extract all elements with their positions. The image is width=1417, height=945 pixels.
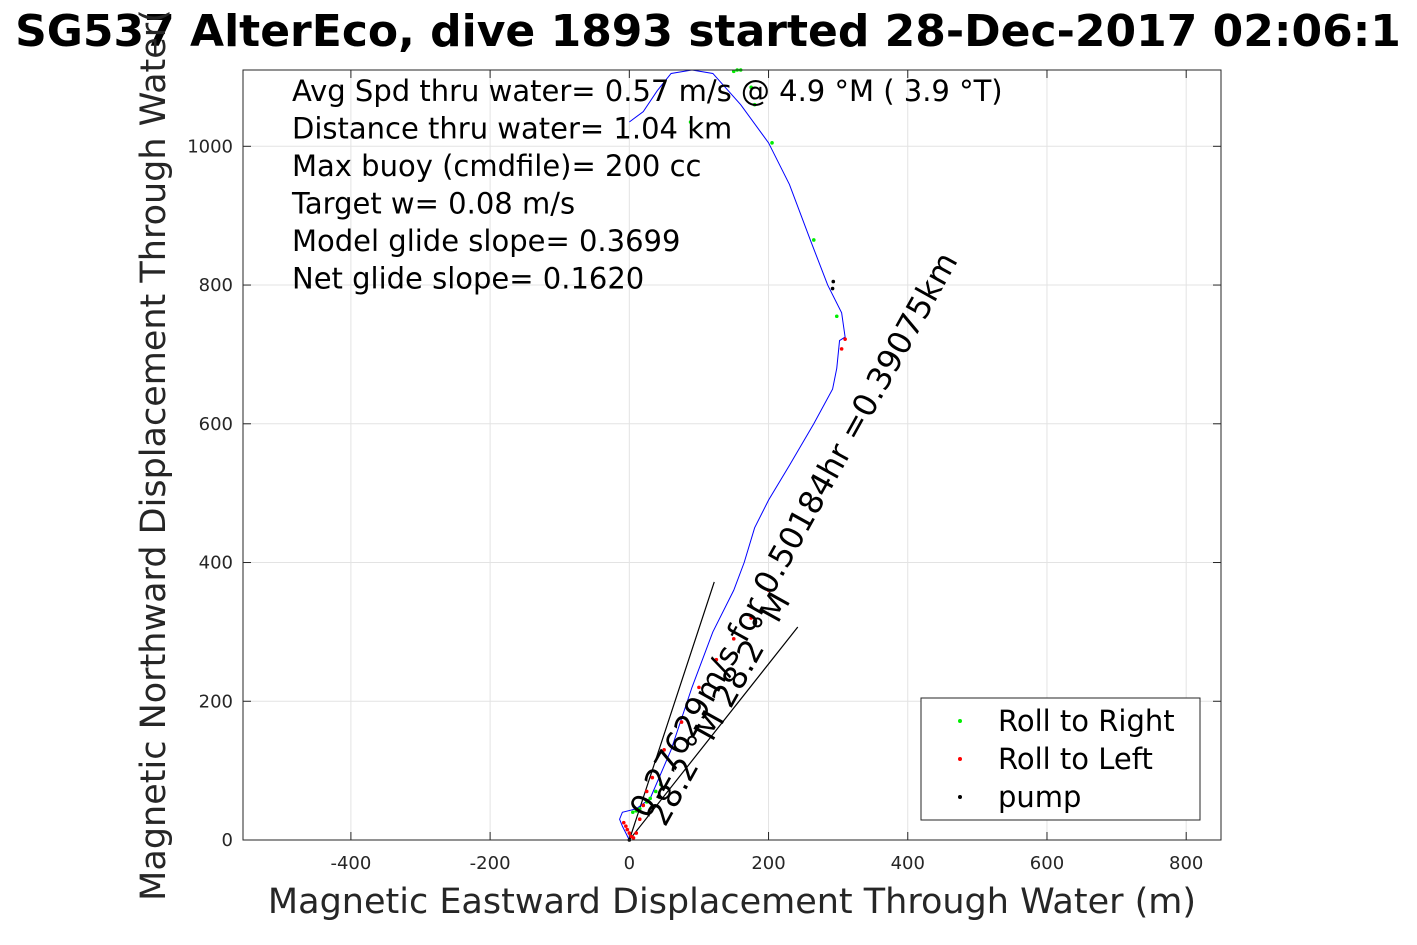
point-roll-to-right: [634, 809, 639, 813]
point-roll-to-left: [662, 748, 666, 752]
point-roll-to-right: [653, 789, 658, 794]
point-roll-to-left: [679, 720, 684, 724]
point-roll-to-right: [811, 238, 816, 242]
y-tick-label: 200: [199, 691, 233, 712]
y-tick-label: 0: [222, 830, 233, 851]
point-roll-to-right: [834, 314, 839, 319]
stats-line: Distance thru water= 1.04 km: [292, 112, 732, 146]
y-tick-label: 600: [199, 414, 233, 435]
point-roll-to-left: [749, 616, 753, 620]
stats-line: Avg Spd thru water= 0.57 m/s @ 4.9 °M ( …: [292, 74, 1003, 108]
stats-line: Target w= 0.08 m/s: [291, 187, 575, 221]
point-roll-to-left: [634, 831, 639, 835]
point-roll-to-left: [631, 836, 636, 840]
chart-title: SG537 AlterEco, dive 1893 started 28-Dec…: [15, 6, 1401, 57]
heading-ray: [628, 581, 715, 841]
point-roll-to-left: [714, 657, 719, 662]
x-axis-ticks: -400 -200 0 200 400 600 800: [330, 70, 1203, 874]
point-pump: [830, 286, 835, 291]
y-axis-ticks: 0 200 400 600 800 1000: [187, 136, 1221, 851]
legend-label: Roll to Right: [998, 704, 1175, 738]
stats-line: Model glide slope= 0.3699: [292, 224, 680, 258]
point-roll-to-left: [641, 803, 646, 808]
y-tick-label: 400: [199, 553, 233, 574]
point-roll-to-right: [644, 800, 649, 804]
point-roll-to-right: [631, 810, 635, 815]
point-roll-to-right: [688, 120, 693, 124]
point-roll-to-right: [658, 782, 663, 787]
point-roll-to-left: [650, 775, 655, 780]
plot-frame: [242, 69, 1222, 841]
point-roll-to-left: [731, 637, 736, 641]
stats-line: Max buoy (cmdfile)= 200 cc: [292, 149, 701, 183]
x-tick-label: 400: [891, 853, 925, 874]
y-tick-label: 1000: [187, 136, 233, 157]
point-roll-to-left: [627, 831, 632, 835]
data-points: [621, 68, 847, 842]
point-roll-to-left: [621, 820, 626, 825]
x-tick-label: 0: [624, 853, 635, 874]
legend-box: [920, 697, 1201, 821]
point-roll-to-right: [752, 102, 757, 107]
y-axis-label: Magnetic Northward Displacement Through …: [134, 9, 174, 901]
point-roll-to-left: [624, 824, 628, 828]
legend-marker: [958, 795, 962, 799]
point-roll-to-left: [839, 347, 844, 351]
point-roll-to-right: [749, 85, 753, 90]
heading-rays: [628, 581, 799, 841]
legend: Roll to Right Roll to Left pump: [920, 697, 1201, 821]
stats-line: Net glide slope= 0.1620: [292, 262, 644, 296]
point-roll-to-right: [648, 796, 653, 801]
x-axis-label: Magnetic Eastward Displacement Through W…: [268, 882, 1196, 922]
stats-block: Avg Spd thru water= 0.57 m/s @ 4.9 °M ( …: [291, 74, 1003, 296]
legend-label: Roll to Left: [998, 742, 1153, 776]
x-tick-label: -400: [330, 853, 371, 874]
point-roll-to-left: [697, 685, 701, 690]
x-tick-label: 600: [1030, 853, 1064, 874]
x-tick-label: 800: [1169, 853, 1203, 874]
legend-marker: [958, 719, 962, 723]
legend-label: pump: [998, 780, 1081, 814]
point-roll-to-left: [625, 827, 630, 832]
point-pump: [831, 279, 836, 284]
heading-ray: [628, 626, 799, 841]
y-tick-label: 800: [199, 275, 233, 296]
point-roll-to-left: [637, 817, 642, 821]
x-tick-label: 200: [751, 853, 785, 874]
point-roll-to-left: [644, 789, 649, 794]
x-tick-label: -200: [470, 853, 511, 874]
point-roll-to-right: [637, 806, 642, 811]
legend-marker: [958, 757, 962, 761]
point-roll-to-left: [766, 588, 771, 593]
point-roll-to-left: [843, 337, 847, 341]
point-roll-to-right: [770, 141, 774, 145]
